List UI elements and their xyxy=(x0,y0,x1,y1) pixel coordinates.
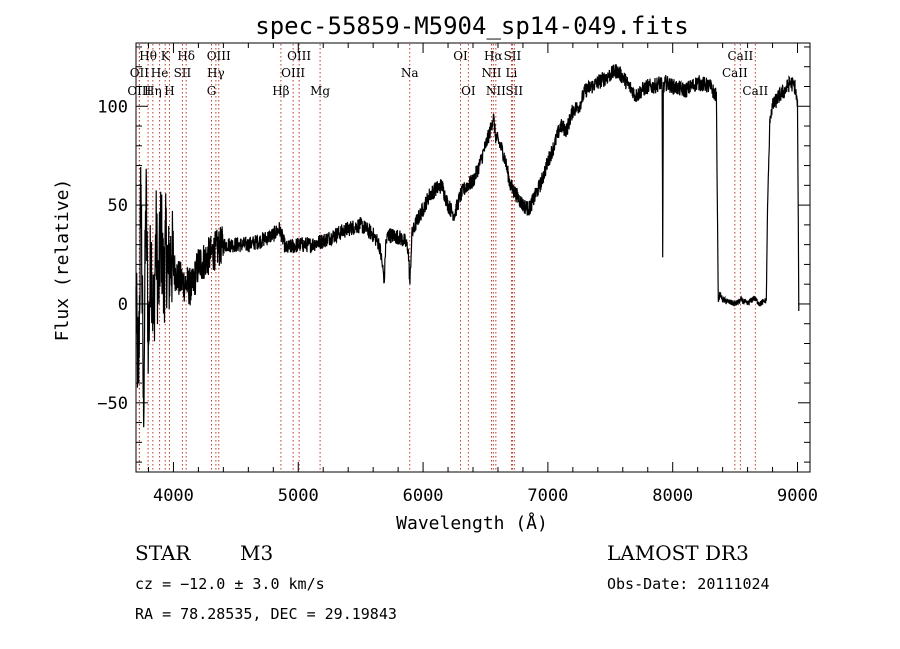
x-tick-label: 7000 xyxy=(527,486,568,506)
chart-title: spec-55859-M5904_sp14-049.fits xyxy=(255,12,688,40)
emission-line-label: NII xyxy=(481,66,501,80)
emission-line-label: OI xyxy=(461,84,476,98)
ra-dec: RA = 78.28535, DEC = 29.19843 xyxy=(135,605,397,623)
y-tick-label: 50 xyxy=(108,196,128,216)
emission-line-label: Li xyxy=(506,66,518,80)
emission-line-label: G xyxy=(207,84,217,98)
emission-line-label: K xyxy=(161,49,171,63)
emission-line-label: OIII xyxy=(287,49,311,63)
emission-line-label: Hα xyxy=(484,49,503,63)
emission-line-label: NII xyxy=(486,84,506,98)
x-tick-label: 6000 xyxy=(403,486,444,506)
emission-line-label: Na xyxy=(401,66,419,80)
spectrum-series-line xyxy=(135,64,800,428)
y-axis-label: Flux (relative) xyxy=(52,179,73,342)
survey-name: LAMOST DR3 xyxy=(607,541,749,565)
emission-line-label: OI xyxy=(453,49,468,63)
emission-line-label: OIII xyxy=(127,84,151,98)
x-tick-label: 8000 xyxy=(652,486,693,506)
emission-line-label: OIII xyxy=(207,49,231,63)
emission-line-label: H xyxy=(164,84,174,98)
emission-line-label: Mg xyxy=(310,84,330,98)
y-tick-label: 100 xyxy=(97,97,128,117)
emission-line-label: CaII xyxy=(727,49,753,63)
emission-line-label: Hδ xyxy=(177,49,195,63)
emission-line-label: Hθ xyxy=(139,49,157,63)
emission-line-label: SII xyxy=(505,84,523,98)
x-tick-label: 4000 xyxy=(153,486,194,506)
y-tick-label: 0 xyxy=(118,295,128,315)
y-tick-label: −50 xyxy=(97,394,128,414)
emission-line-label: SII xyxy=(504,49,522,63)
obs-date: Obs-Date: 20111024 xyxy=(607,575,770,593)
emission-line-label: OII xyxy=(130,66,150,80)
x-tick-label: 5000 xyxy=(278,486,319,506)
emission-line-label: Hγ xyxy=(207,66,225,80)
object-class: STAR xyxy=(135,541,191,565)
x-axis-label: Wavelength (Å) xyxy=(396,512,548,534)
object-subclass: M3 xyxy=(240,541,273,565)
emission-line-label: CaII xyxy=(722,66,748,80)
emission-line-label: SII xyxy=(174,66,192,80)
emission-line-label: Hη xyxy=(144,84,162,98)
emission-line-label: OIII xyxy=(281,66,305,80)
x-tick-label: 9000 xyxy=(777,486,818,506)
plot-frame xyxy=(135,42,811,473)
emission-line-label: He xyxy=(151,66,169,80)
emission-line-label: CaII xyxy=(742,84,768,98)
emission-line-label: Hβ xyxy=(272,84,289,98)
axis-ticks: 4000 5000 6000 7000 8000 9000 −50 0 50 100 xyxy=(97,43,818,506)
redshift-cz: cz = −12.0 ± 3.0 km/s xyxy=(135,575,325,593)
